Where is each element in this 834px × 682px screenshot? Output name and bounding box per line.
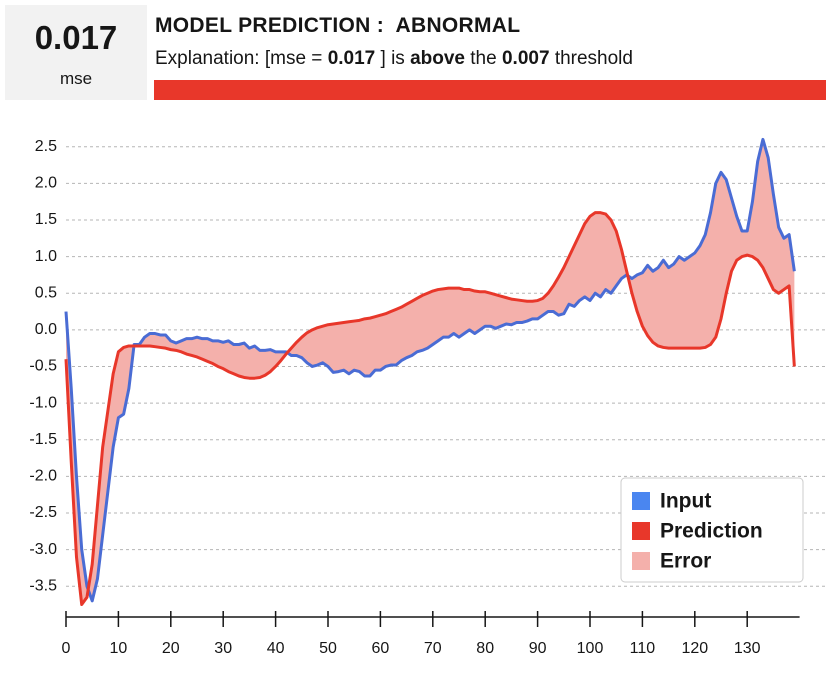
legend-swatch	[632, 522, 650, 540]
x-tick-label: 110	[630, 640, 656, 657]
explanation: Explanation: [mse = 0.017 ] is above the…	[155, 48, 633, 70]
x-tick-label: 70	[424, 640, 442, 657]
score-unit: mse	[59, 69, 93, 88]
x-tick-label: 80	[476, 640, 494, 657]
explanation-text: ] is	[380, 48, 405, 69]
x-tick-label: 90	[529, 640, 547, 657]
explanation-mse: 0.017	[327, 48, 376, 69]
y-tick-label: 1.0	[35, 248, 57, 265]
explanation-text: threshold	[554, 48, 633, 69]
x-tick-label: 20	[162, 640, 180, 657]
y-tick-label: -1.0	[29, 394, 57, 411]
status-bar	[154, 80, 826, 100]
y-tick-label: -0.5	[29, 358, 57, 375]
y-tick-label: -3.0	[29, 541, 57, 558]
score-value: 0.017	[34, 19, 118, 56]
x-tick-label: 10	[110, 640, 128, 657]
legend-swatch	[632, 492, 650, 510]
series-line	[64, 137, 796, 603]
series-line	[64, 211, 796, 607]
legend-swatch	[632, 552, 650, 570]
score-box: 0.017 mse	[5, 5, 147, 100]
explanation-text: the	[470, 48, 497, 69]
x-tick-label: 130	[734, 640, 761, 657]
y-tick-label: 0.0	[35, 321, 57, 338]
legend-label: Prediction	[660, 520, 763, 543]
x-tick-label: 100	[577, 640, 604, 657]
explanation-verdict: above	[410, 48, 465, 69]
legend-label: Input	[660, 490, 711, 513]
x-tick-label: 60	[372, 640, 390, 657]
x-tick-label: 0	[62, 640, 71, 657]
x-tick-label: 40	[267, 640, 285, 657]
y-tick-label: -2.5	[29, 504, 57, 521]
explanation-threshold: 0.007	[501, 48, 550, 69]
error-band	[66, 139, 795, 605]
y-tick-label: -3.5	[29, 577, 57, 594]
y-tick-label: 1.5	[35, 211, 57, 228]
y-tick-label: -2.0	[29, 468, 57, 485]
explanation-text: Explanation: [mse =	[155, 48, 323, 69]
x-tick-label: 30	[214, 640, 232, 657]
y-tick-label: 2.5	[35, 138, 57, 155]
y-tick-label: 2.0	[35, 175, 57, 192]
y-tick-label: -1.5	[29, 431, 57, 448]
legend-box	[620, 477, 804, 583]
x-tick-label: 50	[319, 640, 337, 657]
prediction-title: MODEL PREDICTION : ABNORMAL	[155, 14, 521, 37]
x-tick-label: 120	[681, 640, 708, 657]
y-tick-label: 0.5	[35, 284, 57, 301]
legend-label: Error	[660, 550, 711, 573]
